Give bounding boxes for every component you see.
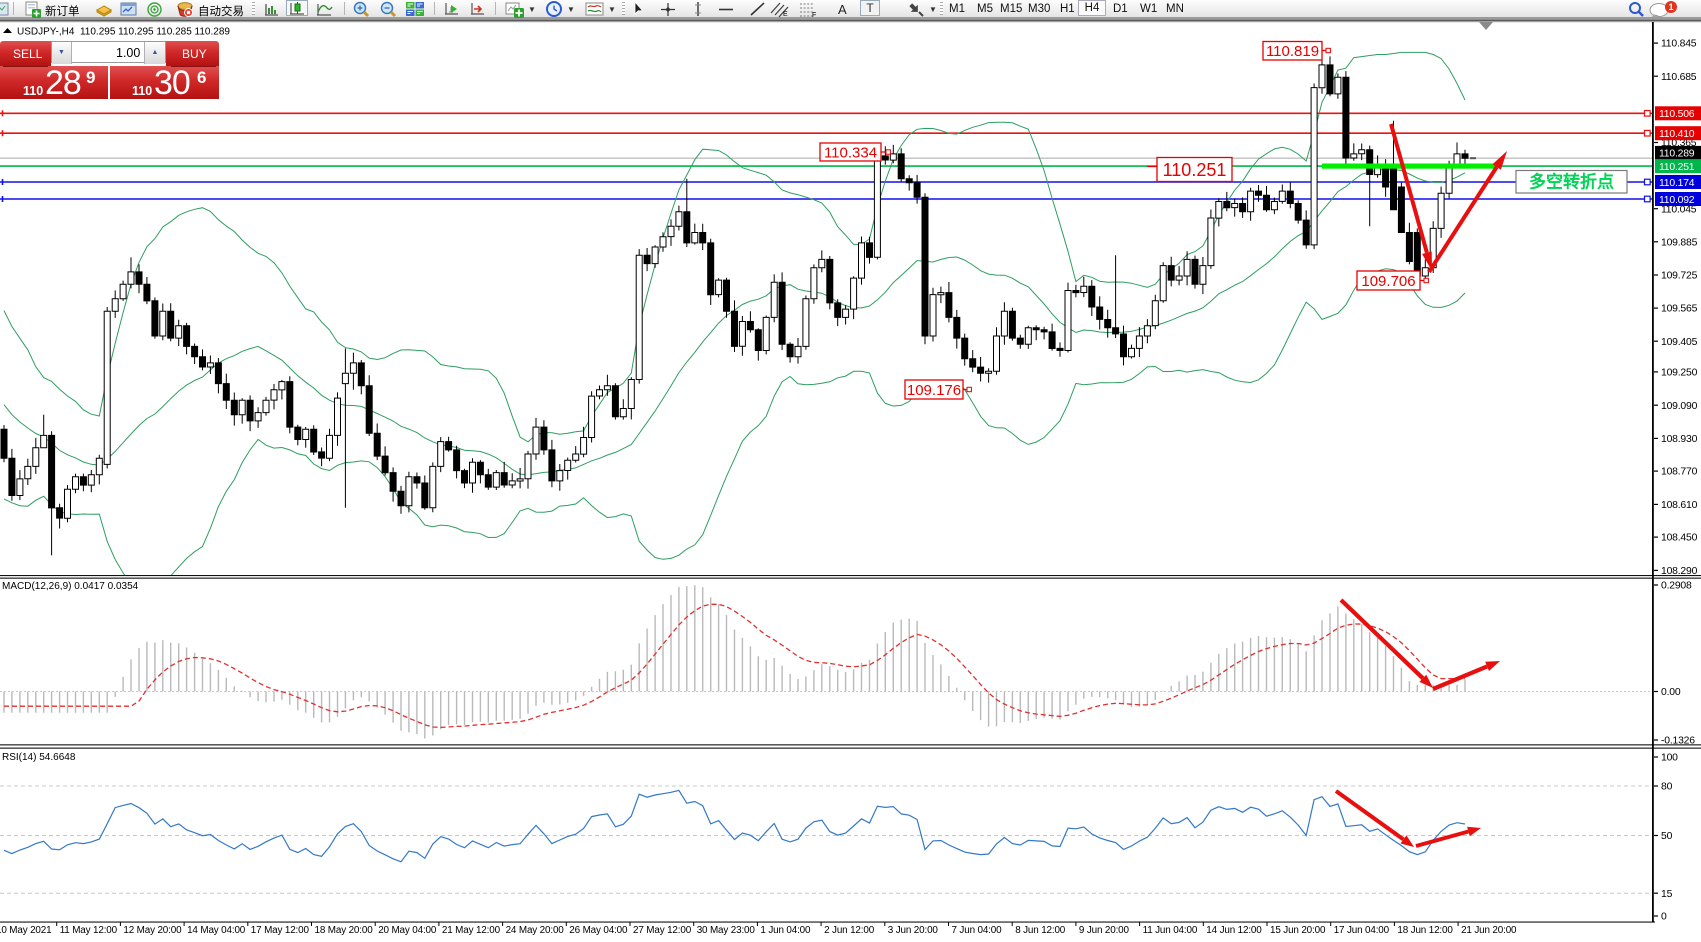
svg-text:108.770: 108.770 [1661,467,1698,478]
svg-text:110.174: 110.174 [1659,178,1695,189]
svg-text:USDJPY-,H4 110.295 110.295 11: USDJPY-,H4 110.295 110.295 110.285 110.2… [17,27,230,38]
svg-text:100: 100 [1661,753,1678,764]
svg-text:109.090: 109.090 [1661,401,1698,412]
svg-text:109.405: 109.405 [1661,337,1698,348]
svg-text:11 Jun 04:00: 11 Jun 04:00 [1143,925,1198,936]
svg-text:109.565: 109.565 [1661,304,1698,315]
svg-text:15 Jun 20:00: 15 Jun 20:00 [1270,925,1326,936]
svg-text:109.706: 109.706 [1361,273,1415,290]
svg-text:18 Jun 12:00: 18 Jun 12:00 [1397,925,1453,936]
svg-text:21 Jun 20:00: 21 Jun 20:00 [1461,925,1517,936]
svg-text:108.450: 108.450 [1661,533,1698,544]
svg-text:17 Jun 04:00: 17 Jun 04:00 [1334,925,1390,936]
svg-text:E: E [783,11,788,18]
svg-text:11 May 12:00: 11 May 12:00 [60,925,118,936]
svg-text:-0.1326: -0.1326 [1661,736,1695,747]
svg-text:9 Jun 20:00: 9 Jun 20:00 [1079,925,1130,936]
svg-text:80: 80 [1661,782,1673,793]
svg-text:2 Jun 12:00: 2 Jun 12:00 [824,925,875,936]
svg-text:F: F [812,12,816,18]
svg-text:110.845: 110.845 [1661,39,1697,50]
svg-text:50: 50 [1661,831,1673,842]
svg-text:1 Jun 04:00: 1 Jun 04:00 [760,925,811,936]
svg-text:20 May 04:00: 20 May 04:00 [378,925,437,936]
svg-text:14 May 04:00: 14 May 04:00 [187,925,246,936]
svg-text:7 Jun 04:00: 7 Jun 04:00 [952,925,1003,936]
svg-text:109.176: 109.176 [907,382,961,399]
svg-text:110.045: 110.045 [1661,204,1697,215]
svg-text:110.251: 110.251 [1659,162,1695,173]
svg-text:110.685: 110.685 [1661,72,1697,83]
svg-text:30 May 23:00: 30 May 23:00 [697,925,756,936]
svg-text:0: 0 [1661,912,1667,923]
svg-text:0.00: 0.00 [1661,687,1681,698]
svg-text:110.365: 110.365 [1661,138,1697,149]
svg-text:27 May 12:00: 27 May 12:00 [633,925,692,936]
svg-text:MACD(12,26,9) 0.0417 0.0354: MACD(12,26,9) 0.0417 0.0354 [2,581,139,592]
svg-text:3 Jun 20:00: 3 Jun 20:00 [888,925,939,936]
svg-text:110.334: 110.334 [824,144,877,161]
svg-text:108.930: 108.930 [1661,434,1698,445]
svg-text:1: 1 [1668,2,1673,12]
svg-text:110.251: 110.251 [1163,160,1227,180]
svg-text:18 May 20:00: 18 May 20:00 [315,925,374,936]
svg-text:24 May 20:00: 24 May 20:00 [506,925,565,936]
svg-text:多空转折点: 多空转折点 [1529,172,1614,192]
svg-text:10 May 2021: 10 May 2021 [0,925,52,936]
svg-text:109.725: 109.725 [1661,271,1698,282]
svg-text:15: 15 [1661,889,1673,900]
svg-text:110.092: 110.092 [1659,195,1695,206]
svg-text:21 May 12:00: 21 May 12:00 [442,925,501,936]
svg-text:109.250: 109.250 [1661,368,1698,379]
svg-text:17 May 12:00: 17 May 12:00 [251,925,310,936]
svg-text:109.885: 109.885 [1661,237,1698,248]
svg-text:108.610: 108.610 [1661,500,1698,511]
svg-text:108.290: 108.290 [1661,566,1698,577]
svg-text:14 Jun 12:00: 14 Jun 12:00 [1206,925,1262,936]
svg-text:110.289: 110.289 [1659,149,1695,160]
svg-text:26 May 04:00: 26 May 04:00 [569,925,628,936]
svg-text:110.819: 110.819 [1266,43,1319,60]
svg-text:12 May 20:00: 12 May 20:00 [123,925,182,936]
svg-text:110.410: 110.410 [1659,129,1695,140]
svg-text:110.506: 110.506 [1659,109,1695,120]
svg-text:8 Jun 12:00: 8 Jun 12:00 [1015,925,1066,936]
svg-text:0.2908: 0.2908 [1661,581,1692,592]
svg-text:RSI(14) 54.6648: RSI(14) 54.6648 [2,752,76,763]
